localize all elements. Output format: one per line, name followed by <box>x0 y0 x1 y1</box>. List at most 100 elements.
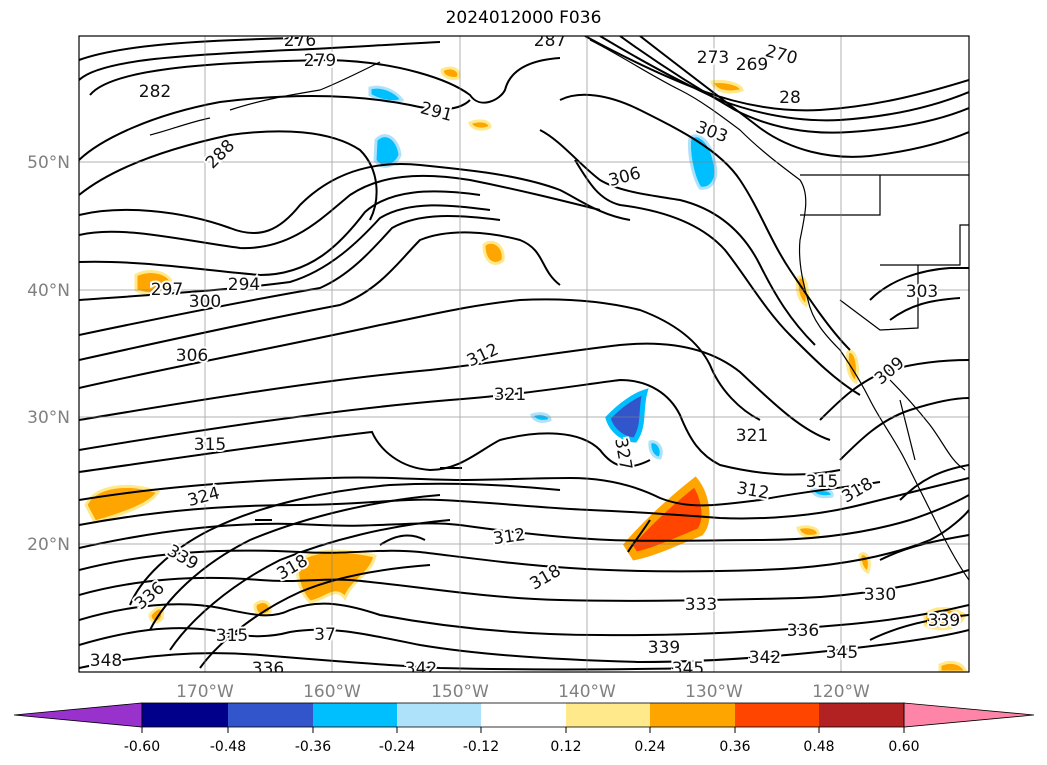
longitude-labels: 170°W 160°W 150°W 140°W 130°W 120°W <box>176 682 870 702</box>
grid-lines <box>79 36 969 672</box>
contour-line <box>889 297 961 321</box>
shade-blob <box>623 476 710 561</box>
shade-blob <box>468 119 492 131</box>
colorbar-tick-label: -0.48 <box>210 739 246 755</box>
contour-line <box>79 430 651 473</box>
contour-line <box>79 174 601 250</box>
colorbar-tick-label: 0.12 <box>550 739 581 755</box>
contour-lines <box>79 36 969 671</box>
shaded-regions <box>84 66 968 672</box>
shade-blob <box>368 85 405 104</box>
lon-label: 120°W <box>812 682 870 702</box>
contour-line <box>79 342 831 441</box>
contour-line <box>79 298 761 421</box>
contour-line <box>574 159 861 396</box>
colorbar-segment <box>313 703 397 727</box>
contour-line <box>79 378 841 476</box>
plot-border <box>78 35 970 673</box>
contour-line <box>89 57 561 104</box>
colorbar-tick-label: 0.36 <box>719 739 750 755</box>
shade-blob <box>253 600 272 617</box>
contour-line <box>79 94 471 161</box>
colorbar-tick-label: 0.60 <box>888 739 919 755</box>
coastline <box>589 39 969 581</box>
map-title: 2024012000 F036 <box>445 8 602 28</box>
contour-label: 339 <box>928 611 960 631</box>
contour-line <box>79 41 441 81</box>
shade-blob <box>440 66 461 80</box>
contour-line <box>79 130 378 221</box>
contour-label: 315 <box>216 626 248 646</box>
contour-label: 339 <box>648 638 680 658</box>
shade-blob <box>148 606 165 624</box>
contour-line <box>169 519 451 651</box>
contour-line <box>559 93 851 351</box>
shade-blob <box>134 270 174 296</box>
contour-label: 303 <box>906 282 938 302</box>
contour-label: 315 <box>806 472 838 492</box>
contour-line <box>79 190 481 277</box>
contour-label: 342 <box>405 659 437 679</box>
lon-label: 130°W <box>685 682 743 702</box>
contour-line <box>129 482 561 606</box>
colorbar-extend-left <box>13 702 143 728</box>
colorbar-segment <box>142 703 228 727</box>
contour-line <box>79 231 561 361</box>
lat-label: 40°N <box>27 281 70 301</box>
contour-line <box>79 569 969 602</box>
contour-label: 336 <box>252 659 284 679</box>
contour-line <box>819 359 969 421</box>
contour-line <box>79 215 501 336</box>
colorbar-segment <box>735 703 819 727</box>
contour-line <box>584 36 969 112</box>
shade-blob <box>796 525 820 538</box>
colorbar-segment <box>397 703 481 727</box>
shade-blob <box>710 80 744 94</box>
coastlines <box>149 39 969 581</box>
contour-line <box>619 36 969 134</box>
contour-label: 345 <box>826 643 858 663</box>
contour-line <box>79 204 491 301</box>
colorbar-tick-label: -0.24 <box>379 739 415 755</box>
colorbar-segment <box>566 703 650 727</box>
shade-blob <box>648 440 663 460</box>
contour-label: 37 <box>314 625 336 645</box>
contour-label: 333 <box>685 595 717 615</box>
contour-label: 342 <box>749 648 781 668</box>
colorbar-frame <box>141 702 905 728</box>
lon-label: 140°W <box>558 682 616 702</box>
contour-label: 330 <box>864 585 896 605</box>
colorbar-segment <box>819 703 904 727</box>
contour-line <box>627 519 651 553</box>
contour-line <box>79 163 631 235</box>
contour-line <box>639 36 969 158</box>
contour-label: 273 <box>697 48 729 68</box>
contour-label: 315 <box>194 435 226 455</box>
lat-label: 20°N <box>27 535 70 555</box>
contour-label: 282 <box>139 82 171 102</box>
lon-label: 160°W <box>303 682 361 702</box>
contour-label: 287 <box>534 31 566 51</box>
colorbar-segment <box>650 703 735 727</box>
lat-label: 30°N <box>27 408 70 428</box>
plot-area <box>79 36 969 672</box>
shade-blob <box>938 660 968 672</box>
colorbar-tick-label: -0.60 <box>124 739 160 755</box>
colorbar-segment <box>228 703 313 727</box>
contour-label: 321 <box>736 426 768 446</box>
contour-line <box>379 534 426 546</box>
coastline <box>229 61 381 111</box>
contour-label: 336 <box>787 621 819 641</box>
colorbar-extend-right <box>903 702 1035 728</box>
colorbar-tick-label: -0.12 <box>463 739 499 755</box>
contour-label: 276 <box>284 31 316 51</box>
shade-blob <box>373 134 402 168</box>
contour-line <box>149 494 441 631</box>
contour-label: 28 <box>779 88 801 108</box>
contour-line <box>869 614 969 641</box>
contour-line <box>79 37 301 61</box>
lat-label: 50°N <box>27 153 70 173</box>
coastline <box>800 175 881 216</box>
colorbar-segment <box>481 703 566 727</box>
